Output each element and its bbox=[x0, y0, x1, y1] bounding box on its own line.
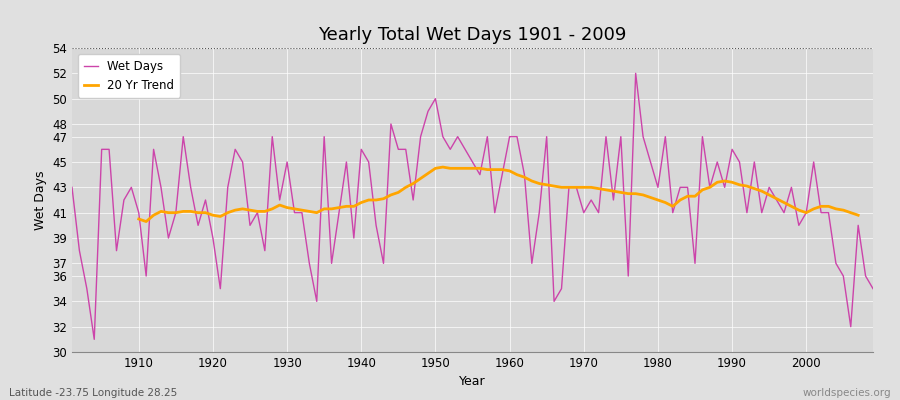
Wet Days bbox=[133, 210, 144, 215]
Wet Days bbox=[868, 286, 878, 291]
Wet Days bbox=[600, 134, 611, 139]
X-axis label: Year: Year bbox=[459, 376, 486, 388]
Wet Days bbox=[504, 134, 515, 139]
Wet Days bbox=[630, 71, 641, 76]
Wet Days bbox=[511, 134, 522, 139]
20 Yr Trend bbox=[549, 184, 560, 188]
20 Yr Trend bbox=[200, 210, 211, 215]
20 Yr Trend bbox=[133, 217, 144, 222]
20 Yr Trend bbox=[490, 167, 500, 172]
20 Yr Trend bbox=[697, 188, 707, 192]
20 Yr Trend bbox=[600, 188, 611, 192]
20 Yr Trend bbox=[437, 165, 448, 170]
20 Yr Trend bbox=[140, 219, 151, 224]
Title: Yearly Total Wet Days 1901 - 2009: Yearly Total Wet Days 1901 - 2009 bbox=[319, 26, 626, 44]
Wet Days bbox=[89, 337, 100, 342]
Y-axis label: Wet Days: Wet Days bbox=[33, 170, 47, 230]
Legend: Wet Days, 20 Yr Trend: Wet Days, 20 Yr Trend bbox=[78, 54, 180, 98]
Wet Days bbox=[67, 185, 77, 190]
Text: Latitude -23.75 Longitude 28.25: Latitude -23.75 Longitude 28.25 bbox=[9, 388, 177, 398]
Text: worldspecies.org: worldspecies.org bbox=[803, 388, 891, 398]
Wet Days bbox=[296, 210, 307, 215]
20 Yr Trend bbox=[853, 213, 864, 218]
Line: 20 Yr Trend: 20 Yr Trend bbox=[139, 167, 859, 222]
20 Yr Trend bbox=[185, 209, 196, 214]
Line: Wet Days: Wet Days bbox=[72, 73, 873, 339]
Wet Days bbox=[341, 160, 352, 164]
